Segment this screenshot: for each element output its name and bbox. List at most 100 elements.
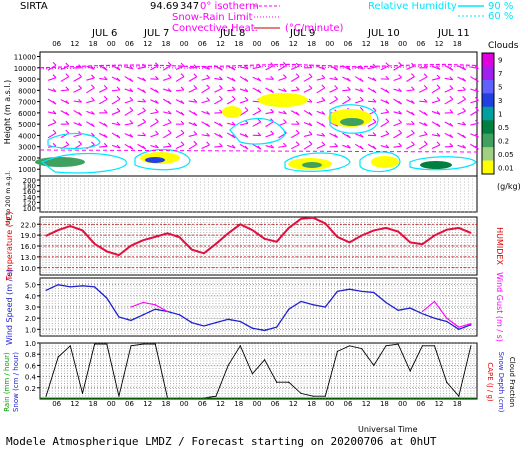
- wind-gust-series-point: [433, 300, 436, 303]
- wind-barb: [201, 134, 210, 137]
- wind-barb-head: [321, 132, 326, 137]
- wind-barb-head: [283, 74, 287, 79]
- wind-barb: [214, 87, 223, 93]
- wind-barb-head: [219, 122, 223, 127]
- wind-barb: [47, 88, 57, 93]
- low-height-tick-label: 200: [23, 177, 36, 185]
- hour-tick-top: 12: [289, 40, 298, 48]
- hour-tick-top: 18: [380, 40, 389, 48]
- wind-speed-series-point: [94, 286, 96, 288]
- wind-barb-head: [475, 106, 479, 111]
- temperature-series-point: [94, 243, 96, 245]
- wind-barb: [278, 88, 287, 93]
- wind-barb-head: [462, 107, 466, 112]
- colorbar-tick: 9: [498, 57, 502, 65]
- cloud-fraction-series-point: [397, 343, 399, 345]
- colorbar-tick: 0.05: [498, 151, 514, 159]
- wind-barb-head: [334, 95, 338, 100]
- wind-barb: [290, 144, 300, 150]
- wind-barb-head: [385, 144, 390, 149]
- wind-barb: [418, 121, 428, 127]
- wind-barb: [418, 87, 428, 93]
- wind-barb: [137, 100, 146, 103]
- wind-barb: [47, 64, 57, 71]
- wind-barb: [214, 145, 223, 148]
- wind-barb: [98, 87, 108, 93]
- hour-tick-top: 06: [344, 40, 353, 48]
- wind-barb: [316, 77, 325, 81]
- wind-speed-series-point: [154, 308, 156, 310]
- wind-barb-head: [91, 111, 95, 115]
- wind-barb-head: [475, 133, 479, 138]
- wind-barb-head: [167, 110, 172, 115]
- wind-barb-head: [295, 86, 300, 91]
- hour-tick-top: 00: [107, 40, 116, 48]
- cloud-blob: [222, 106, 242, 118]
- wind-barb-head: [257, 77, 262, 82]
- wind-barb: [367, 66, 377, 70]
- hour-tick-top: 18: [161, 40, 170, 48]
- cloud-fraction-series-point: [227, 364, 229, 366]
- colorbar-tick: 5: [498, 84, 502, 92]
- wind-barb-head: [180, 129, 185, 134]
- wind-barb-head: [142, 132, 146, 137]
- precip-tick-label: 0.6: [25, 362, 37, 370]
- wind-barb-head: [52, 129, 57, 134]
- wind-barb-head: [257, 118, 262, 123]
- hour-tick-bottom: 18: [161, 400, 170, 408]
- wind-barb: [367, 100, 377, 103]
- wind-barb-head: [193, 85, 198, 89]
- wind-barb-head: [411, 120, 415, 125]
- wind-barb-head: [411, 86, 415, 91]
- wind-barb: [303, 143, 313, 150]
- wind-barb: [457, 98, 466, 105]
- wind-barb-head: [180, 73, 185, 78]
- wind-barb: [470, 66, 479, 70]
- wind-barb-head: [475, 119, 479, 124]
- wind-barb-head: [78, 98, 82, 103]
- cloud-fraction-series-point: [300, 392, 302, 394]
- cloud-blob: [420, 161, 452, 169]
- cloud-blob: [258, 93, 308, 107]
- wind-barb-head: [167, 129, 172, 134]
- wind-barb: [163, 111, 172, 115]
- wind-barb: [278, 145, 287, 148]
- hour-tick-top: 12: [362, 40, 371, 48]
- wind-barb: [431, 134, 441, 137]
- colorbar-title: Clouds: [488, 41, 519, 51]
- temperature-series-point: [373, 229, 375, 232]
- wind-barb-head: [193, 131, 198, 135]
- wind-barb-head: [462, 134, 466, 139]
- wind-barb: [406, 76, 415, 82]
- wind-barb-head: [244, 145, 249, 150]
- temperature-series-point: [203, 252, 205, 254]
- wind-barb: [214, 77, 223, 81]
- temperature-series-point: [397, 230, 399, 233]
- wind-barb-head: [398, 61, 402, 66]
- wind-barb-head: [436, 84, 441, 89]
- wind-barb-head: [52, 74, 57, 79]
- wind-speed-series-point: [288, 308, 290, 310]
- humidity-contour: [329, 104, 379, 134]
- wind-barb-head: [411, 129, 415, 134]
- wind-speed-series-point: [300, 300, 302, 303]
- wind-barb-head: [142, 98, 146, 103]
- wind-barb: [355, 88, 364, 93]
- wind-barb-head: [116, 134, 121, 139]
- wind-barb: [316, 87, 326, 94]
- hour-tick-bottom: 12: [435, 400, 444, 408]
- wind-barb-head: [257, 89, 262, 94]
- temperature-series-point: [227, 232, 229, 234]
- wind-gust-series-point: [166, 310, 169, 313]
- wind-barb: [162, 122, 172, 127]
- wind-barb: [329, 98, 338, 105]
- wind-speed-series-point: [130, 319, 132, 321]
- wind-barb-head: [475, 65, 479, 70]
- legend-snow-rain-label: Snow-Rain Limit: [172, 12, 253, 23]
- wind-barb-head: [65, 86, 70, 91]
- universal-time-label: Universal Time: [358, 425, 418, 434]
- wind-barb-head: [167, 142, 172, 147]
- wind-barb: [303, 76, 313, 82]
- wind-gust-series-point: [446, 317, 448, 319]
- wind-speed-series-point: [276, 326, 278, 328]
